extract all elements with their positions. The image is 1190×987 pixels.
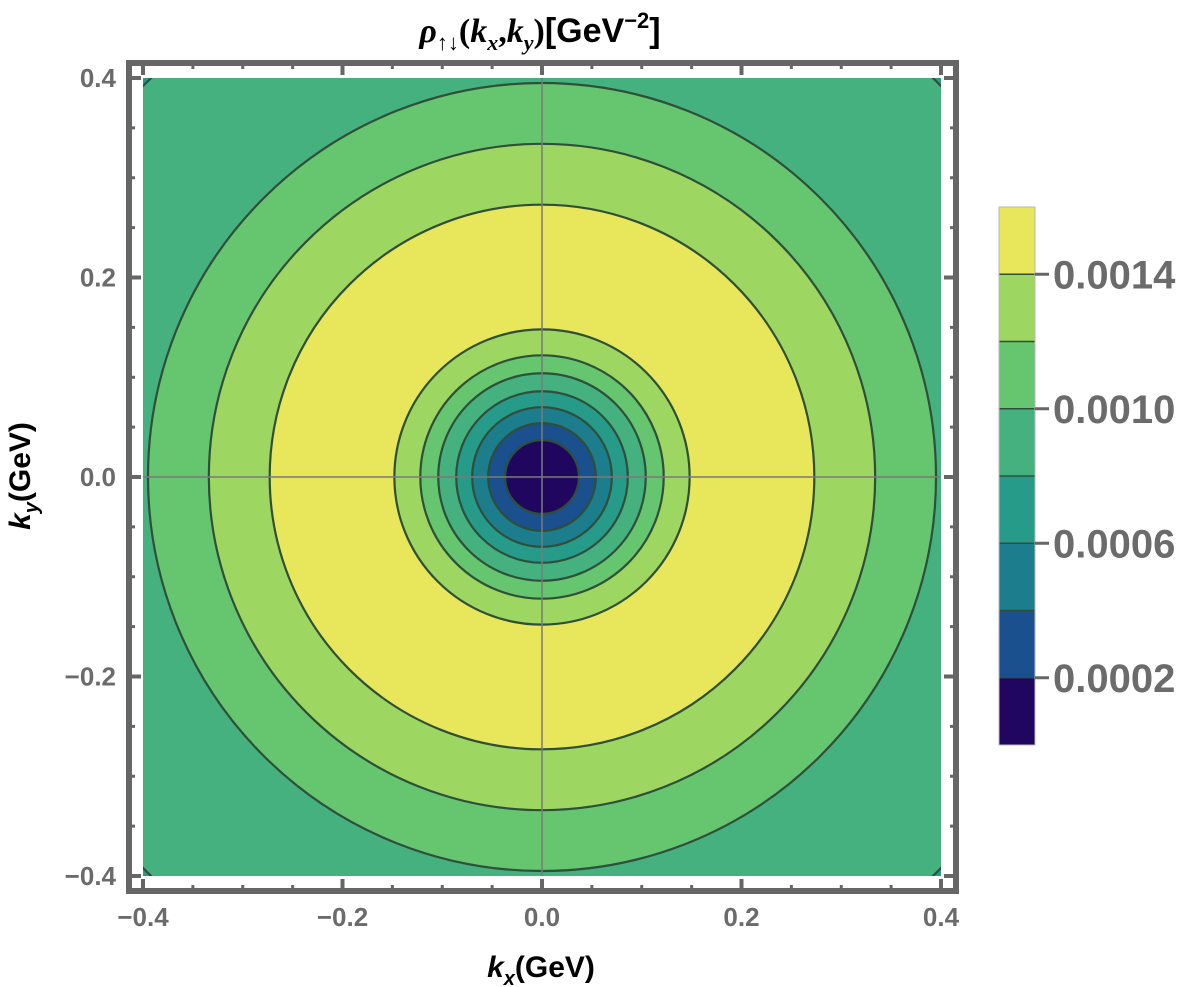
plot-area — [143, 78, 941, 876]
legend-swatch — [999, 408, 1035, 476]
chart-title: ρ↑↓(kx,ky)[GeV−2] — [418, 8, 660, 55]
x-tick-label: −0.4 — [117, 902, 169, 932]
tick-labels: −0.4 −0.2 0.0 0.2 0.4 −0.4 −0.2 0.0 0.2 0.4 — [65, 63, 960, 932]
y-axis-label: ky(GeV) — [4, 422, 43, 530]
x-tick-label: 0.4 — [923, 902, 960, 932]
x-tick-label: 0.2 — [723, 902, 759, 932]
x-tick-label: −0.2 — [317, 902, 368, 932]
color-legend: 0.0002 0.0006 0.0010 0.0014 — [998, 206, 1176, 746]
legend-tick-label: 0.0006 — [1053, 522, 1175, 566]
y-tick-label: −0.2 — [65, 662, 116, 692]
legend-swatch — [999, 677, 1035, 745]
legend-swatch — [999, 274, 1035, 342]
x-axis-label: kx(GeV) — [487, 951, 595, 987]
y-tick-label: 0.0 — [80, 462, 116, 492]
legend-tick-label: 0.0002 — [1053, 657, 1175, 701]
legend-tick-label: 0.0010 — [1053, 388, 1175, 432]
axis-ticks — [129, 63, 956, 891]
legend-swatch — [999, 610, 1035, 678]
legend-swatch — [999, 543, 1035, 611]
y-tick-label: −0.4 — [65, 861, 117, 891]
x-tick-label: 0.0 — [524, 902, 560, 932]
legend-border — [998, 206, 1036, 746]
origin-axes-lines — [143, 78, 941, 876]
y-tick-label: 0.2 — [80, 263, 116, 293]
legend-swatch — [999, 341, 1035, 409]
legend-swatch — [999, 207, 1035, 275]
y-tick-label: 0.4 — [80, 63, 117, 93]
legend-swatch — [999, 476, 1035, 544]
legend-tick-label: 0.0014 — [1053, 253, 1176, 297]
